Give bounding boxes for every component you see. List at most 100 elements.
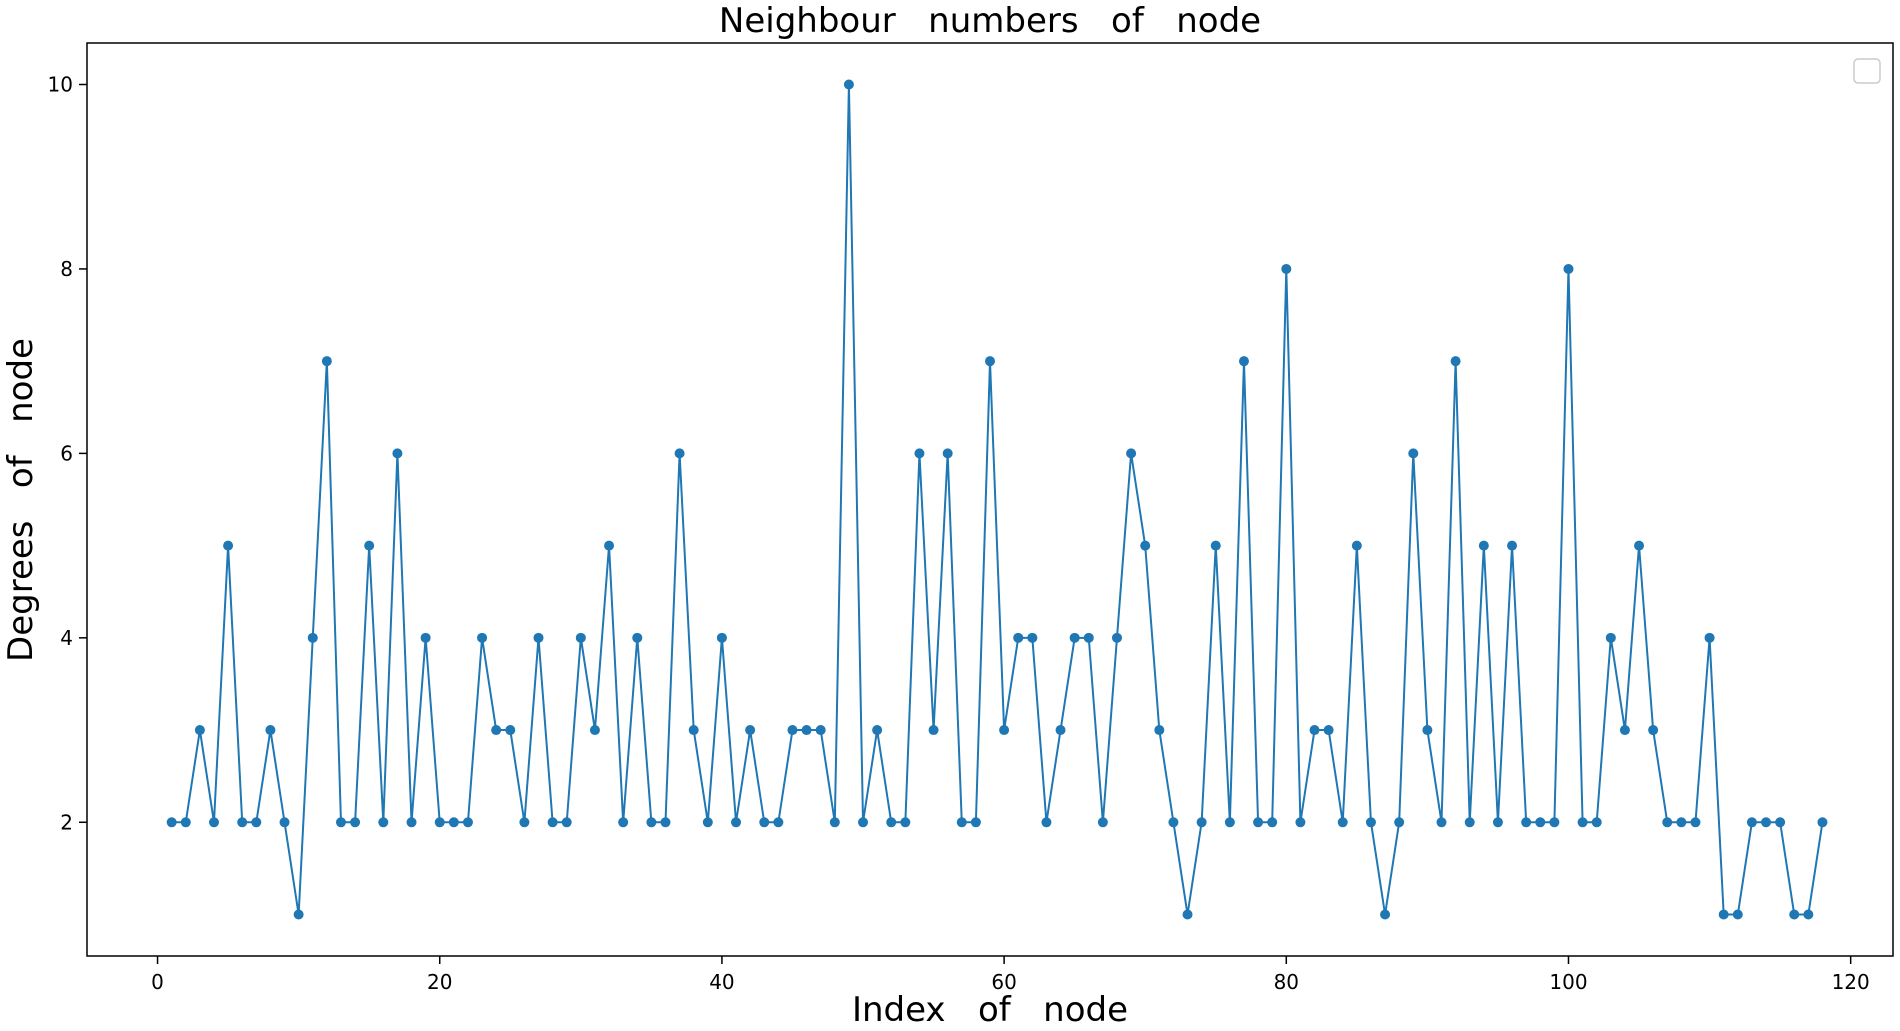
data-point xyxy=(1464,817,1475,828)
data-point xyxy=(1097,817,1108,828)
data-point xyxy=(1521,817,1532,828)
data-point xyxy=(1549,817,1560,828)
x-axis-label: Index of node xyxy=(852,990,1128,1026)
data-point xyxy=(1168,817,1179,828)
data-point xyxy=(335,817,346,828)
data-point xyxy=(815,725,826,736)
data-point xyxy=(1648,725,1659,736)
data-point xyxy=(1351,540,1362,551)
data-point xyxy=(1224,817,1235,828)
data-point xyxy=(1238,356,1249,367)
data-point xyxy=(237,817,248,828)
data-point xyxy=(843,79,854,90)
x-tick-label: 20 xyxy=(427,970,452,994)
x-tick-label: 120 xyxy=(1832,970,1870,994)
data-point xyxy=(251,817,262,828)
data-point xyxy=(378,817,389,828)
data-point xyxy=(462,817,473,828)
x-tick-label: 80 xyxy=(1274,970,1299,994)
data-point xyxy=(1605,632,1616,643)
data-point xyxy=(1422,725,1433,736)
data-point xyxy=(1478,540,1489,551)
data-point xyxy=(533,632,544,643)
data-point xyxy=(223,540,234,551)
series-line-group xyxy=(171,83,1824,916)
data-point xyxy=(1140,540,1151,551)
data-point xyxy=(505,725,516,736)
y-tick-label: 2 xyxy=(60,810,73,834)
data-point xyxy=(350,817,361,828)
data-point xyxy=(914,448,925,459)
data-point xyxy=(561,817,572,828)
data-point xyxy=(1817,817,1828,828)
data-point xyxy=(1394,817,1405,828)
data-point xyxy=(1323,725,1334,736)
data-point xyxy=(604,540,615,551)
x-tick-label: 60 xyxy=(991,970,1016,994)
data-point xyxy=(1210,540,1221,551)
data-point xyxy=(900,817,911,828)
data-point xyxy=(745,725,756,736)
data-point xyxy=(1732,909,1743,920)
data-point xyxy=(759,817,770,828)
data-point xyxy=(166,817,177,828)
data-point xyxy=(448,817,459,828)
data-point xyxy=(1380,909,1391,920)
plot-frame xyxy=(86,42,1894,957)
data-point xyxy=(787,725,798,736)
data-point xyxy=(1634,540,1645,551)
data-point xyxy=(1492,817,1503,828)
data-point xyxy=(1535,817,1546,828)
data-point xyxy=(321,356,332,367)
data-point xyxy=(1408,448,1419,459)
data-point xyxy=(1761,817,1772,828)
data-point xyxy=(1577,817,1588,828)
data-point xyxy=(1803,909,1814,920)
data-point xyxy=(208,817,219,828)
legend-box[interactable] xyxy=(1853,58,1881,84)
data-point xyxy=(1704,632,1715,643)
data-point xyxy=(1253,817,1264,828)
data-point xyxy=(1436,817,1447,828)
data-point xyxy=(1083,632,1094,643)
y-tick-label: 4 xyxy=(60,626,73,650)
data-point xyxy=(660,817,671,828)
data-point xyxy=(1775,817,1786,828)
y-tick-label: 6 xyxy=(60,441,73,465)
data-point xyxy=(956,817,967,828)
data-point xyxy=(1563,263,1574,274)
data-point xyxy=(491,725,502,736)
data-point xyxy=(674,448,685,459)
data-point xyxy=(307,632,318,643)
data-point xyxy=(1013,632,1024,643)
data-point xyxy=(265,725,276,736)
data-point xyxy=(1154,725,1165,736)
x-tick-label: 0 xyxy=(151,970,164,994)
data-point xyxy=(970,817,981,828)
data-point xyxy=(1718,909,1729,920)
x-tick-label: 100 xyxy=(1549,970,1587,994)
data-point xyxy=(1619,725,1630,736)
data-point xyxy=(1662,817,1673,828)
data-point xyxy=(1450,356,1461,367)
data-point xyxy=(293,909,304,920)
data-point xyxy=(575,632,586,643)
data-point xyxy=(1690,817,1701,828)
data-point xyxy=(194,725,205,736)
data-point xyxy=(801,725,812,736)
data-point xyxy=(279,817,290,828)
data-point xyxy=(1055,725,1066,736)
data-point xyxy=(858,817,869,828)
data-point xyxy=(406,817,417,828)
data-point xyxy=(1591,817,1602,828)
data-point xyxy=(1041,817,1052,828)
axis-ticks: 0 20 40 60 80 100 120 2 4 6 8 10 xyxy=(48,73,1870,995)
data-point xyxy=(547,817,558,828)
data-point xyxy=(519,817,530,828)
data-point xyxy=(872,725,883,736)
data-point xyxy=(716,632,727,643)
data-point xyxy=(646,817,657,828)
y-tick-label: 8 xyxy=(60,257,73,281)
